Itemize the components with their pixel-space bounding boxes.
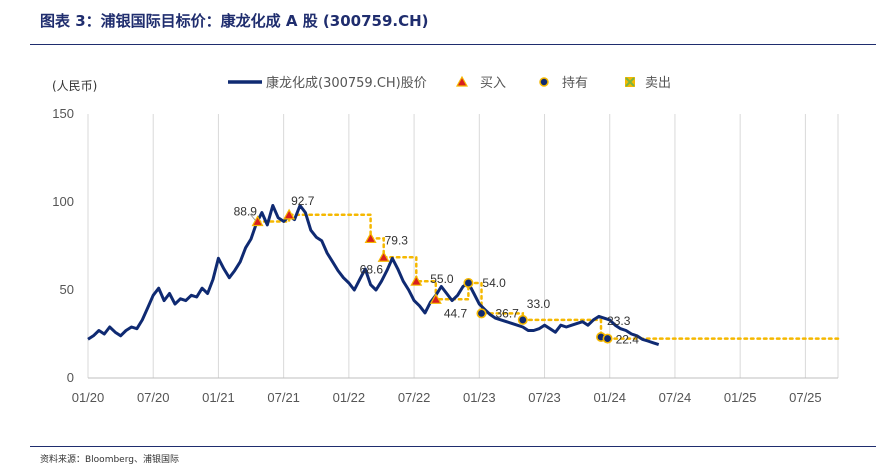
legend: 康龙化成(300759.CH)股价 买入 持有 卖出 xyxy=(228,75,671,91)
hold-marker xyxy=(517,314,528,325)
target-price-label: 36.7 xyxy=(495,306,519,320)
series-layer xyxy=(87,204,660,347)
target-price-label: 33.0 xyxy=(527,297,551,311)
grid-lines xyxy=(87,114,839,379)
x-tick-label: 01/22 xyxy=(333,390,366,405)
hold-marker xyxy=(463,277,474,288)
rating-markers xyxy=(251,208,613,344)
legend-label-hold: 持有 xyxy=(562,76,588,91)
buy-marker xyxy=(251,215,264,227)
x-tick-label: 01/21 xyxy=(202,390,235,405)
x-tick-labels: 01/20 07/20 01/21 07/21 01/22 07/22 01/23 07/23… xyxy=(72,390,822,405)
x-tick-label: 07/20 xyxy=(137,390,170,405)
target-price-line xyxy=(256,213,840,340)
target-price-label: 22.4 xyxy=(616,333,640,347)
target-price-labels: 88.9 92.7 79.3 68.6 55.0 44.7 54.0 36.7 33.0 23.3… xyxy=(234,194,640,347)
x-tick-label: 01/23 xyxy=(463,390,496,405)
y-tick-label: 0 xyxy=(67,370,74,385)
legend-sell-cross-icon xyxy=(625,77,635,87)
x-tick-label: 01/25 xyxy=(724,390,757,405)
x-tick-label: 01/20 xyxy=(72,390,105,405)
legend-buy-triangle-icon xyxy=(455,75,469,87)
buy-marker xyxy=(364,232,377,244)
y-tick-label: 50 xyxy=(60,282,74,297)
target-price-label: 54.0 xyxy=(482,276,506,290)
target-price-label: 55.0 xyxy=(430,272,454,286)
target-price-label: 92.7 xyxy=(291,194,315,208)
y-axis-unit-label: (人民币) xyxy=(52,79,97,93)
x-tick-label: 01/24 xyxy=(593,390,626,405)
legend-label-sell: 卖出 xyxy=(645,76,671,91)
label-leader-line xyxy=(249,213,256,221)
buy-marker xyxy=(429,293,442,304)
y-tick-label: 100 xyxy=(52,194,74,209)
x-tick-label: 07/24 xyxy=(659,390,692,405)
hold-marker xyxy=(476,308,487,319)
x-tick-label: 07/23 xyxy=(528,390,561,405)
buy-marker xyxy=(377,251,390,262)
buy-marker xyxy=(283,208,296,220)
legend-label-price: 康龙化成(300759.CH)股价 xyxy=(266,75,427,91)
y-tick-labels: 0 50 100 150 xyxy=(52,106,74,385)
hold-marker xyxy=(602,333,613,344)
figure-title: 图表 3：浦银国际目标价：康龙化成 A 股 (300759.CH) xyxy=(40,12,429,30)
target-price-label: 23.3 xyxy=(607,314,631,328)
price-series-line xyxy=(87,204,660,347)
target-price-label: 68.6 xyxy=(360,262,384,276)
source-note: 资料来源：Bloomberg、浦银国际 xyxy=(40,455,179,465)
x-tick-label: 07/21 xyxy=(267,390,300,405)
target-price-path xyxy=(256,213,840,340)
legend-label-buy: 买入 xyxy=(480,76,506,91)
bottom-rule xyxy=(30,446,876,447)
x-tick-label: 07/25 xyxy=(789,390,822,405)
buy-marker xyxy=(410,274,423,286)
y-tick-label: 150 xyxy=(52,106,74,121)
target-price-label: 88.9 xyxy=(234,205,258,219)
target-price-label: 79.3 xyxy=(385,233,409,247)
legend-hold-circle-icon xyxy=(539,77,549,87)
target-price-label: 44.7 xyxy=(444,306,468,320)
x-tick-label: 07/22 xyxy=(398,390,431,405)
top-rule xyxy=(30,44,876,45)
